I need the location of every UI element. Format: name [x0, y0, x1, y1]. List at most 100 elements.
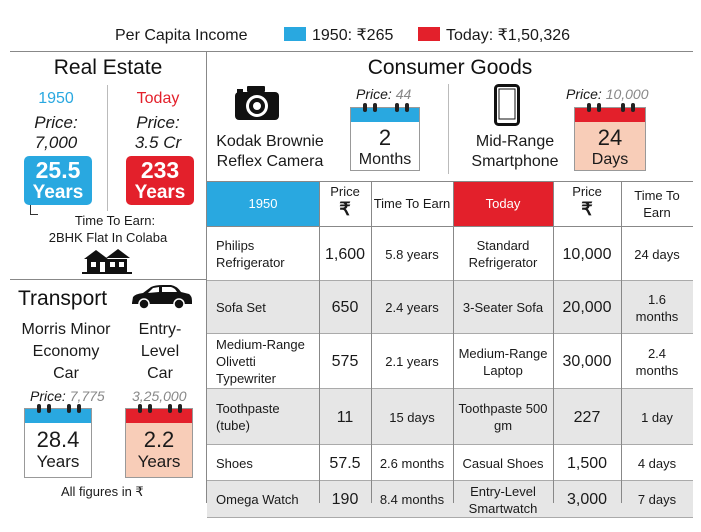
transport-unit2: Years: [137, 452, 181, 471]
cell-item-1950: Toothpaste (tube): [216, 401, 280, 433]
th-price-b-label: Price: [572, 184, 602, 199]
re-caption-2: 2BHK Flat In Colaba: [48, 230, 168, 245]
camera-icon: [234, 84, 280, 127]
legend-label-today: Today: ₹1,50,326: [446, 27, 571, 44]
legend-1950: 1950: ₹265: [284, 27, 393, 45]
table-row: Toothpaste (tube) 11 15 days Toothpaste 500…: [207, 389, 693, 445]
phone-unit: Days: [591, 151, 629, 168]
camera-unit: Months: [358, 151, 412, 168]
cell-item-today: Casual Shoes: [462, 455, 544, 471]
th-rupee-b: ₹: [581, 199, 593, 219]
cell-price-1950: 575: [331, 353, 359, 370]
re-years-today: 233: [140, 157, 180, 183]
phone-price-label: Price:: [566, 86, 602, 102]
calendar-camera: 2 Months: [350, 103, 420, 171]
cell-time-today: 1 day: [641, 409, 673, 425]
transport-price2: 3,25,000: [132, 388, 187, 404]
cell-time-today: 24 days: [634, 246, 680, 262]
re-caption-1: Time To Earn:: [74, 213, 156, 228]
cell-time-today: 2.4 months: [635, 345, 679, 378]
cell-item-today: Standard Refrigerator: [468, 238, 538, 270]
cell-price-today: 1,500: [566, 454, 608, 472]
cell-price-1950: 1,600: [324, 245, 366, 263]
calendar-car-1950: 28.4 Years: [24, 404, 92, 478]
phone-line1: Mid-Range: [475, 133, 555, 150]
th-tte-b-line1: Time To: [634, 188, 680, 203]
cell-price-1950: 650: [331, 299, 359, 316]
camera-label: Kodak Brownie Reflex Camera: [216, 132, 324, 172]
re-years-1950: 25.5: [35, 157, 81, 183]
transport-price1-wrap: Price: 7,775: [30, 388, 105, 404]
transport-val1: 28.4: [36, 427, 80, 452]
smartphone-icon: [494, 84, 520, 131]
col-line-3: [453, 181, 454, 503]
camera-line2: Reflex Camera: [216, 153, 324, 170]
transport-item2-line2: Level: [140, 343, 180, 360]
legend-label-1950: 1950: ₹265: [312, 27, 394, 44]
legend-today: Today: ₹1,50,326: [418, 27, 570, 45]
transport-item2-line3: Car: [147, 365, 173, 382]
re-today-label: Today: [136, 90, 180, 107]
th-today: Today: [453, 182, 553, 226]
legend-swatch-1950: [284, 27, 306, 41]
col-line-1: [319, 181, 320, 503]
cell-time-1950: 2.4 years: [385, 300, 439, 315]
th-tte-b: Time To Earn: [621, 187, 693, 221]
cell-price-today: 227: [573, 408, 601, 426]
cell-time-1950: 15 days: [389, 409, 435, 425]
col-line-2: [371, 181, 372, 503]
table-row: Philips Refrigerator 1,600 5.8 years Standa…: [207, 227, 693, 281]
th-price-a-label: Price: [330, 184, 360, 199]
real-estate-divider: [107, 85, 108, 211]
calendar-phone-top: [575, 103, 645, 122]
table-row: Omega Watch 190 8.4 months Entry-Level Smar…: [207, 481, 693, 518]
th-tte-a: Time To Earn: [373, 196, 451, 211]
cell-price-1950: 11: [336, 408, 354, 426]
cell-price-1950: 57.5: [329, 454, 361, 472]
camera-price-wrap: Price: 44: [356, 86, 411, 102]
cell-price-today: 3,000: [566, 491, 608, 508]
cell-time-today: 4 days: [637, 455, 677, 471]
cell-time-today: 1.6 months: [635, 291, 679, 324]
th-rupee-a: ₹: [339, 199, 351, 219]
legend-title: Per Capita Income: [115, 27, 248, 44]
re-years-badge-today: 233 Years: [126, 156, 194, 205]
th-price-a: Price ₹: [319, 184, 371, 220]
re-caption-bracket: [30, 205, 38, 215]
phone-price: 10,000: [605, 86, 649, 102]
transport-price1: 7,775: [69, 388, 105, 404]
phone-value: 24: [597, 125, 623, 150]
footnote-text: All figures in ₹: [61, 484, 144, 499]
calendar-camera-top: [351, 103, 419, 122]
section-divider: [10, 279, 206, 280]
re-price-label-today: Price:: [136, 113, 180, 132]
goods-table: 1950 Price ₹ Time To Earn Today Price ₹ Ti…: [207, 181, 693, 518]
transport-item2: Entry- Level Car: [124, 319, 196, 385]
cell-time-1950: 5.8 years: [385, 246, 439, 262]
transport-unit1: Years: [36, 452, 80, 471]
th-price-b: Price ₹: [553, 184, 621, 220]
legend-swatch-today: [418, 27, 440, 41]
footnote: All figures in ₹: [61, 484, 144, 500]
th-tte-b-line2: Earn: [643, 205, 671, 220]
cell-price-today: 30,000: [562, 353, 612, 370]
transport-item2-line1: Entry-: [138, 321, 182, 338]
cell-item-1950: Sofa Set: [216, 300, 266, 315]
cell-item-1950: Medium-Range Olivetti Typewriter: [216, 337, 305, 386]
cell-item-1950: Philips Refrigerator: [216, 238, 285, 270]
cell-item-today: Entry-Level Smartwatch: [468, 483, 538, 516]
vertical-divider: [206, 51, 207, 503]
cell-price-today: 20,000: [562, 299, 612, 316]
re-price-today: 3.5 Cr: [134, 133, 182, 152]
house-icon: [82, 246, 132, 279]
col-line-5: [621, 181, 622, 503]
phone-price-wrap: Price: 10,000: [566, 86, 649, 102]
consumer-divider: [448, 84, 449, 174]
real-estate-title: Real Estate: [53, 56, 163, 79]
cell-time-today: 7 days: [637, 492, 677, 507]
camera-line1: Kodak Brownie: [216, 133, 324, 150]
transport-item1-line1: Morris Minor: [21, 321, 111, 338]
transport-title: Transport: [18, 287, 108, 310]
cell-item-1950: Omega Watch: [216, 492, 299, 507]
transport-item1-line2: Economy: [32, 343, 100, 360]
